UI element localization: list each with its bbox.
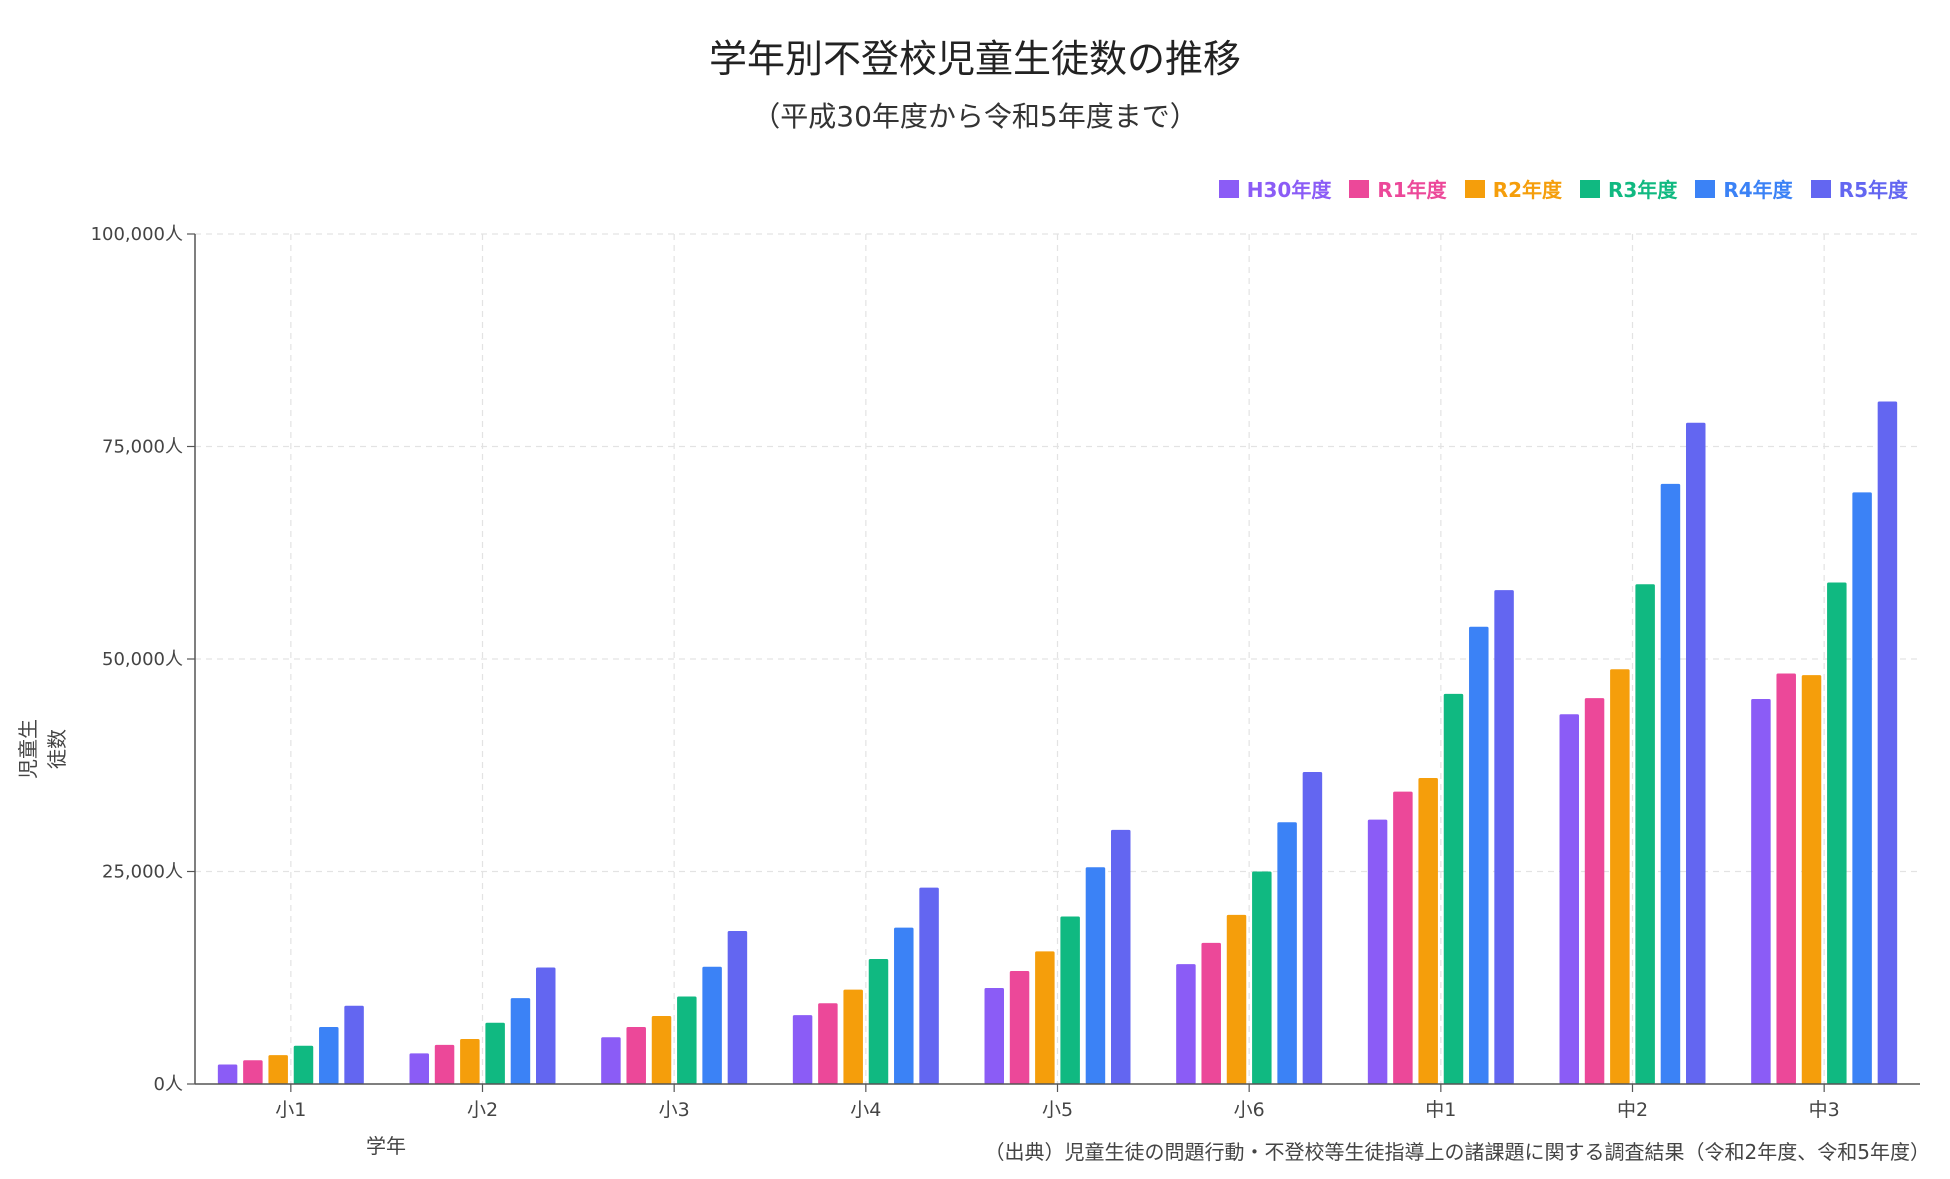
bar [1827,582,1847,1084]
bar [460,1038,480,1084]
bar [1176,964,1196,1084]
bar [651,1016,672,1084]
legend-item: R4年度 [1695,174,1793,203]
bar [727,931,748,1084]
bar [536,967,556,1084]
bar [1584,698,1605,1084]
chart-subtitle: （平成30年度から令和5年度まで） [752,100,1198,133]
legend-swatch [1695,179,1716,198]
legend-item: R3年度 [1580,174,1677,203]
legend-label: R4年度 [1723,178,1793,202]
bar [1469,626,1489,1084]
bar [843,989,863,1084]
bar [1252,871,1272,1084]
bar [1877,401,1898,1084]
bar [268,1055,288,1084]
bar [1776,673,1796,1084]
legend-label: H30年度 [1246,178,1332,202]
bar [1302,772,1323,1084]
legend-item: R5年度 [1810,174,1908,203]
bar [434,1044,455,1084]
legend-label: R5年度 [1838,178,1908,202]
bar [919,887,939,1084]
legend-swatch [1218,179,1239,198]
bar [1035,951,1055,1084]
x-tick-label: 中1 [1425,1099,1456,1121]
y-tick-label: 100,000人 [91,224,183,245]
bar [1060,916,1080,1084]
y-tick-label: 25,000人 [102,862,183,883]
bar [677,996,697,1084]
bar [1009,970,1030,1084]
legend-item: R2年度 [1464,174,1563,203]
legend-swatch [1349,179,1370,198]
bar [601,1037,621,1084]
bar [1494,590,1514,1084]
bar [1393,791,1413,1084]
bar [344,1005,364,1084]
bar [485,1022,505,1084]
bar [1367,819,1388,1084]
x-tick-label: 中2 [1617,1099,1648,1121]
x-tick-label: 小2 [467,1099,498,1121]
y-tick-label: 0人 [154,1074,183,1095]
bar [702,966,722,1084]
bar [818,1003,838,1084]
legend-swatch [1580,179,1601,198]
x-tick-label: 中3 [1809,1099,1840,1121]
bar [1559,714,1579,1084]
x-tick-label: 小5 [1042,1099,1073,1121]
y-tick-label: 50,000人 [102,649,183,670]
bar [894,927,914,1084]
x-tick-label: 小3 [659,1099,690,1121]
chart-title: 学年別不登校児童生徒数の推移 [708,37,1241,81]
bar [1443,693,1464,1084]
bar [1201,942,1221,1084]
legend-label: R2年度 [1492,178,1563,202]
bar [1660,483,1681,1084]
bar [1852,492,1872,1084]
chart-legend: H30年度 R1年度 R2年度 R3年度 R4年度 R5年度 [1218,174,1908,203]
source-note: （出典）児童生徒の問題行動・不登校等生徒指導上の諸課題に関する調査結果（令和2年… [984,1140,1930,1164]
bar [319,1027,339,1084]
x-tick-label: 小4 [850,1099,881,1121]
bar [1111,829,1131,1084]
bar [984,987,1004,1084]
bar [868,959,889,1084]
legend-label: R3年度 [1608,178,1678,202]
bar [1226,914,1247,1084]
bar [1610,669,1630,1084]
x-tick-label: 小6 [1234,1099,1265,1121]
bar [1085,867,1106,1084]
x-axis-label: 学年 [366,1134,406,1158]
bar [293,1045,314,1084]
bar [792,1015,813,1084]
bar [409,1053,429,1084]
legend-item: H30年度 [1218,174,1332,203]
legend-item: R1年度 [1349,174,1447,203]
legend-swatch [1810,179,1831,198]
bar [510,998,531,1084]
bar [1751,698,1771,1084]
bar [1686,422,1706,1084]
legend-label: R1年度 [1377,178,1447,202]
bar [217,1064,238,1084]
x-tick-label: 小1 [275,1099,306,1121]
legend-swatch [1464,179,1485,198]
bar [1635,584,1655,1084]
bar [1277,822,1297,1084]
bar [626,1027,646,1084]
y-tick-label: 75,000人 [102,437,183,458]
bar [1418,778,1438,1084]
bar [243,1060,263,1084]
bar [1801,675,1822,1084]
